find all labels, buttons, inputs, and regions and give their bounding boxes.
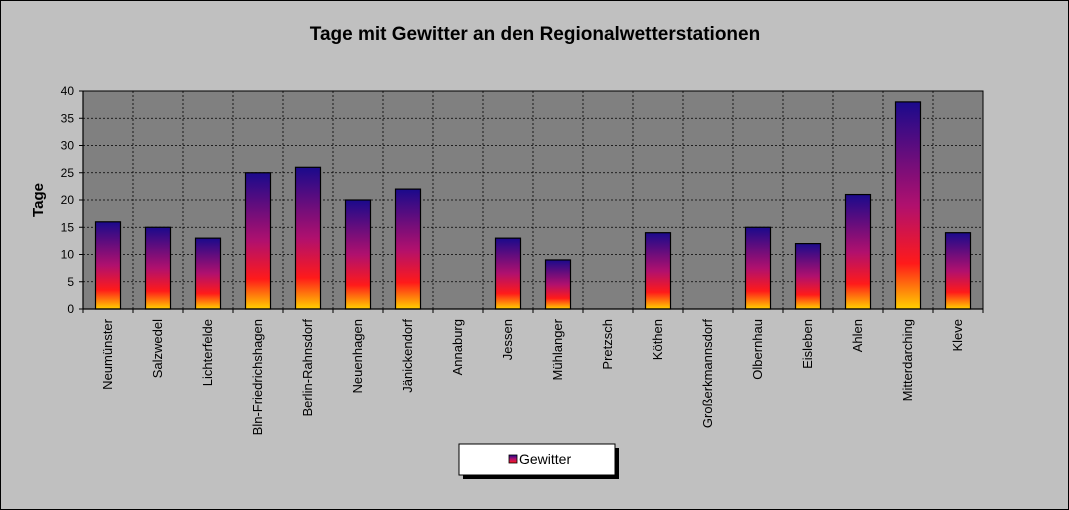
x-tick-label: Mitterdarching <box>900 319 915 401</box>
y-tick-label: 25 <box>61 166 75 180</box>
chart-title: Tage mit Gewitter an den Regionalwetters… <box>310 24 760 45</box>
bar-neumünster <box>94 221 122 310</box>
x-tick-label: Berlin-Rahnsdorf <box>300 319 315 417</box>
x-tick-label: Mühlanger <box>550 318 565 380</box>
x-tick-label: Pretzsch <box>600 319 615 370</box>
bar-köthen <box>644 232 672 310</box>
x-tick-label: Neuenhagen <box>350 319 365 393</box>
y-tick-label: 30 <box>61 139 75 153</box>
y-tick-label: 5 <box>67 275 74 289</box>
x-tick-label: Jänickendorf <box>400 319 415 393</box>
bar-lichterfelde <box>194 237 222 310</box>
y-tick-label: 35 <box>61 111 75 125</box>
bar-berlin-rahnsdorf <box>294 166 322 310</box>
bar-bln-friedrichshagen <box>244 172 272 310</box>
bar-jessen <box>494 237 522 310</box>
y-tick-label: 20 <box>61 193 75 207</box>
x-tick-label: Neumünster <box>100 318 115 389</box>
x-tick-label: Köthen <box>650 319 665 360</box>
bar-mitterdarching <box>894 101 922 310</box>
x-tick-label: Bln-Friedrichshagen <box>250 319 265 435</box>
y-axis-label: Tage <box>30 183 47 217</box>
grid-lines <box>83 90 983 309</box>
x-axis-labels: Neumünster Salzwedel Lichterfelde Bln-Fried… <box>82 309 984 435</box>
x-tick-label: Salzwedel <box>150 319 165 378</box>
bar-salzwedel <box>144 226 172 310</box>
bar-neuenhagen <box>344 199 372 310</box>
y-tick-label: 0 <box>67 302 74 316</box>
x-tick-label: Annaburg <box>450 319 465 375</box>
legend-box <box>458 443 616 476</box>
y-tick-label: 40 <box>61 84 75 98</box>
bar-jänickendorf <box>394 188 422 310</box>
x-tick-label: Eisleben <box>800 319 815 369</box>
y-tick-label: 10 <box>61 248 75 262</box>
legend-swatch <box>508 454 518 464</box>
x-tick-label: Jessen <box>500 319 515 360</box>
legend: Gewitter <box>458 443 619 479</box>
legend-label-gewitter: Gewitter <box>519 451 571 467</box>
bar-olbernhau <box>744 226 772 310</box>
x-tick-label: Ahlen <box>850 319 865 352</box>
bar-eisleben <box>794 243 822 310</box>
bar-ahlen <box>844 193 872 310</box>
y-axis-ticks: 0 5 10 15 20 25 30 35 40 <box>61 84 83 316</box>
x-tick-label: Großerkmannsdorf <box>700 319 715 428</box>
y-tick-label: 15 <box>61 220 75 234</box>
x-tick-label: Olbernhau <box>750 319 765 380</box>
bar-mühlanger <box>544 259 572 310</box>
x-tick-label: Kleve <box>950 319 965 352</box>
bars-group <box>94 101 972 310</box>
bar-kleve <box>944 232 972 310</box>
x-tick-label: Lichterfelde <box>200 319 215 386</box>
